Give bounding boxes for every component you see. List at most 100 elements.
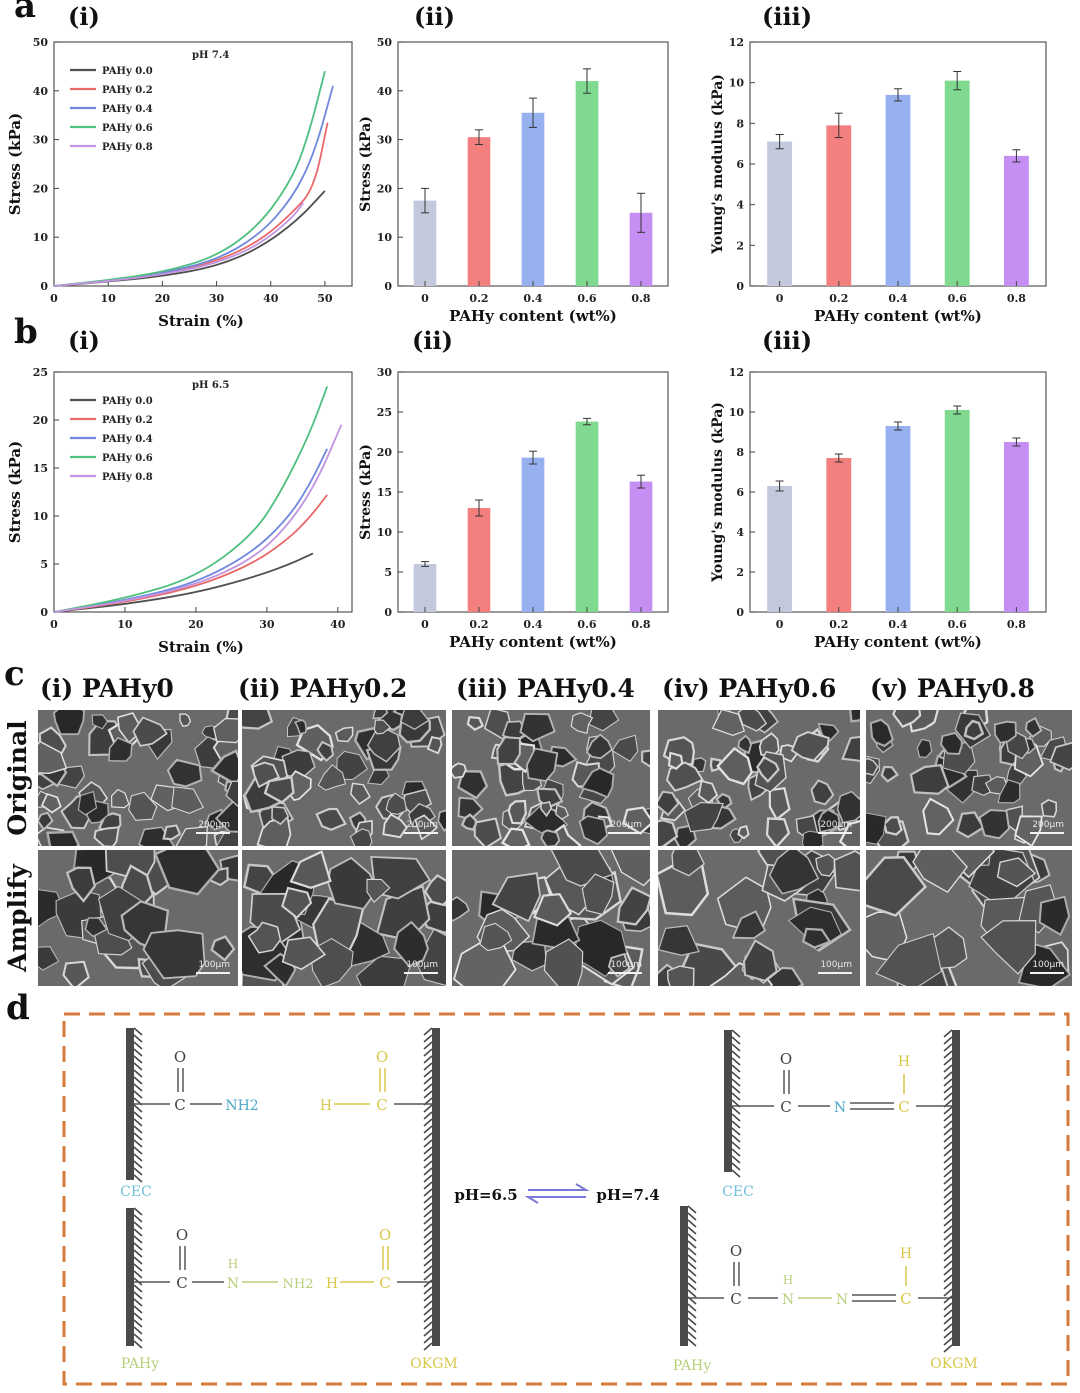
wall-okgm-right-hatch [943, 1316, 953, 1325]
wall-pahy-right-hatch [687, 1310, 697, 1319]
wall-pahy-left-hatch [133, 1333, 143, 1342]
sem-pore [667, 751, 684, 770]
sem-pore [316, 740, 335, 762]
sem-pore [815, 853, 836, 877]
b-ii-ytick-label: 15 [377, 486, 392, 499]
b-i-ytick-label: 5 [40, 558, 48, 571]
sem-pore [978, 809, 1011, 840]
b-ii-ytick-label: 25 [377, 406, 392, 419]
wall-cec-right-hatch [731, 1162, 741, 1171]
sem-pore [1014, 815, 1043, 846]
wall-okgm-left-hatch [423, 1027, 433, 1036]
sem-pore [46, 830, 81, 846]
wall-okgm-left-hatch [423, 1048, 433, 1057]
wall-okgm-right-hatch [943, 1288, 953, 1297]
sem-pore [658, 818, 679, 846]
atom-o: O [730, 1242, 742, 1260]
chart-b-iii: 0 2 4 6 8 10 12 0 0.2 0.4 0.6 0.8 PAHy content (wt%)… [710, 366, 1047, 651]
series-line-a-i-3 [53, 71, 326, 287]
atom-o: O [176, 1226, 188, 1244]
sem-pore [916, 738, 933, 759]
atom-o: O [780, 1050, 792, 1068]
label-cec-right: CEC [722, 1184, 754, 1200]
subpanel-a-ii: (ii) [414, 2, 455, 31]
bar-a-ii-2 [521, 112, 545, 286]
sem-scale-bar [1030, 972, 1064, 974]
sem-pore [289, 850, 332, 889]
sem-pore [373, 719, 392, 735]
wall-okgm-right-hatch [943, 1218, 953, 1227]
wall-cec-right-hatch [731, 1120, 741, 1129]
sem-pore [1040, 799, 1058, 818]
sem-pore [578, 815, 609, 846]
wall-cec-right-hatch [731, 1141, 741, 1150]
a-ii-ytick-label: 40 [377, 85, 393, 98]
sem-pore [963, 719, 985, 741]
wall-okgm-left-hatch [423, 1104, 433, 1113]
a-ii-ytick-label: 10 [377, 231, 393, 244]
wall-okgm-left-hatch [423, 1041, 433, 1050]
sem-pore [40, 792, 62, 814]
a-i-ytick-label: 10 [33, 231, 49, 244]
sem-pore [138, 826, 175, 846]
series-line-a-i-4 [53, 202, 304, 287]
b-i-xtick-label: 40 [330, 618, 346, 631]
a-i-xtick-label: 0 [50, 292, 58, 305]
sem-pore [525, 747, 559, 782]
wall-cec-right-hatch [731, 1071, 741, 1080]
atom-o-aldehyde: O [376, 1048, 388, 1066]
sem-scale-label: 200μm [1032, 820, 1064, 830]
sem-pore [555, 804, 569, 820]
sem-image-original-1: 200μm [242, 710, 446, 846]
a-i-annotation: pH 7.4 [192, 50, 229, 61]
wall-cec-left-hatch [133, 1118, 143, 1127]
sem-pore [153, 850, 221, 896]
wall-pahy-right-hatch [687, 1212, 697, 1221]
sem-pore [768, 786, 791, 821]
series-line-a-i-0 [53, 190, 326, 287]
wall-pahy-left-hatch [133, 1242, 143, 1251]
label-okgm-right: OKGM [930, 1356, 977, 1372]
wall-cec-right-hatch [731, 1057, 741, 1066]
wall-okgm-left-hatch [423, 1244, 433, 1253]
sem-row-label-amplify: Amplify [3, 864, 32, 972]
sem-pore [263, 775, 295, 804]
sem-scale-label: 200μm [406, 820, 438, 830]
sem-image-original-2: 200μm [452, 710, 650, 846]
atom-h-aldehyde: H [326, 1276, 338, 1292]
wall-pahy-right-hatch [687, 1219, 697, 1228]
sem-scale-bar [196, 832, 230, 834]
sem-pore [532, 892, 573, 927]
b-iii-ylabel: Young's modulus (kPa) [710, 402, 726, 583]
sem-scale-label: 200μm [820, 820, 852, 830]
a-iii-xlabel: PAHy content (wt%) [814, 307, 982, 325]
sem-pore [382, 813, 408, 839]
wall-okgm-left-hatch [423, 1237, 433, 1246]
chart-a-i: 0 10 20 30 40 50 0 10 20 30 40 50 PAHy 0.0 PAHy 0.2 PA… [6, 36, 353, 330]
sem-texture [658, 710, 860, 846]
sem-pore [658, 924, 700, 956]
wall-pahy-right-hatch [687, 1289, 697, 1298]
bar-b-iii-3 [944, 410, 970, 612]
sem-pore [912, 850, 968, 894]
a-ii-ylabel: Stress (kPa) [358, 116, 374, 212]
wall-okgm-right-hatch [943, 1281, 953, 1290]
label-pahy-left: PAHy [121, 1356, 159, 1372]
a-iii-ytick-label: 12 [729, 36, 744, 49]
a-i-xtick-label: 10 [101, 292, 117, 305]
wall-okgm-right-hatch [943, 1197, 953, 1206]
wall-pahy-left-hatch [133, 1319, 143, 1328]
wall-okgm-left-hatch [423, 1321, 433, 1330]
a-i-legend-label: PAHy 0.8 [102, 142, 153, 153]
chart-b-ii: 0 5 10 15 20 25 30 0 0.2 0.4 0.6 0.8 PAHy content (w… [358, 366, 669, 651]
sem-pore [519, 712, 556, 743]
wall-pahy-left-hatch [133, 1305, 143, 1314]
sem-pore [611, 734, 639, 762]
wall-pahy-left-hatch [133, 1249, 143, 1258]
wall-cec-left-hatch [133, 1048, 143, 1057]
sem-title-3: (iv) PAHy0.6 [662, 674, 837, 703]
sem-pore [1049, 741, 1072, 771]
sem-pore [349, 782, 371, 805]
